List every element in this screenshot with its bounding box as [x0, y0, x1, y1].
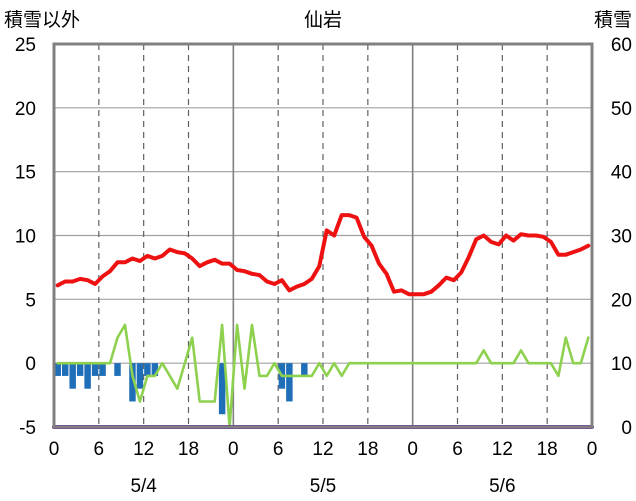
bar [91, 363, 99, 376]
x-hour-label: 0 [407, 439, 418, 460]
x-hour-label: 0 [587, 439, 598, 460]
series-line-0 [55, 213, 591, 297]
bar [69, 363, 76, 389]
bar [76, 363, 84, 376]
series-line-1 [56, 323, 590, 429]
right-axis-title: 積雪 [594, 9, 632, 31]
x-date-label: 5/5 [310, 476, 336, 497]
bar [144, 363, 151, 376]
x-hour-label: 6 [273, 439, 284, 460]
bar [54, 363, 61, 376]
right-tick-label: 50 [611, 99, 632, 120]
right-tick-label: 0 [621, 418, 632, 439]
x-hour-label: 6 [94, 439, 105, 460]
x-hour-label: 12 [133, 439, 154, 460]
x-hour-label: 18 [357, 439, 378, 460]
right-tick-label: 20 [611, 290, 632, 311]
x-hour-label: 18 [178, 439, 199, 460]
x-hour-label: 0 [49, 439, 60, 460]
x-hour-label: 18 [537, 439, 558, 460]
right-tick-label: 40 [611, 163, 632, 184]
left-tick-label: 10 [15, 227, 36, 248]
left-tick-label: 20 [15, 99, 36, 120]
bar [129, 363, 136, 402]
x-hour-label: 6 [452, 439, 463, 460]
bar [84, 363, 91, 389]
x-hour-label: 12 [312, 439, 333, 460]
right-tick-label: 10 [611, 354, 632, 375]
x-hour-label: 12 [492, 439, 513, 460]
x-hour-label: 0 [228, 439, 239, 460]
x-date-label: 5/6 [489, 476, 515, 497]
bar [286, 363, 293, 402]
bar [61, 363, 69, 376]
left-tick-label: 5 [25, 290, 36, 311]
right-tick-label: 30 [611, 227, 632, 248]
left-tick-label: -5 [19, 418, 36, 439]
bar [99, 363, 106, 376]
right-tick-label: 60 [611, 35, 632, 56]
bar [136, 363, 144, 389]
bar [301, 363, 308, 376]
bar [151, 363, 159, 376]
left-tick-label: 0 [25, 354, 36, 375]
left-axis-title: 積雪以外 [4, 9, 80, 31]
plot-frame [52, 42, 594, 429]
x-date-label: 5/4 [130, 476, 157, 497]
left-tick-label: 25 [15, 35, 36, 56]
left-tick-label: 15 [15, 163, 36, 184]
bar [114, 363, 121, 376]
bar [218, 363, 226, 415]
chart-title: 仙岩 [304, 9, 342, 31]
